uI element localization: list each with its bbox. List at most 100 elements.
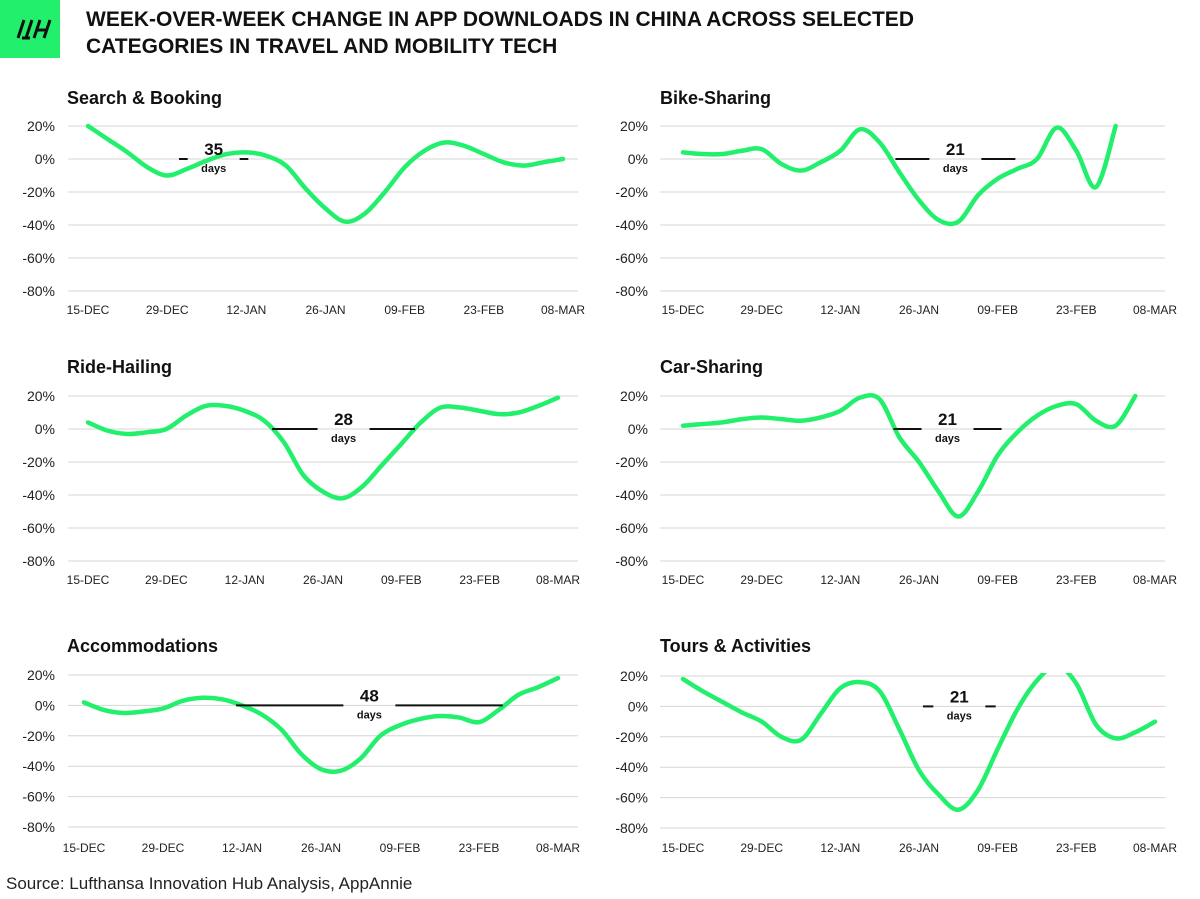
x-tick-label: 26-JAN <box>899 841 939 855</box>
x-tick-label: 12-JAN <box>820 841 860 855</box>
y-tick-label: -40% <box>615 487 648 503</box>
annotation-unit: days <box>947 710 972 722</box>
annotation-unit: days <box>357 709 382 721</box>
x-tick-label: 09-FEB <box>381 573 422 587</box>
x-tick-label: 09-FEB <box>384 303 425 317</box>
x-tick-label: 08-MAR <box>536 841 580 855</box>
x-tick-label: 15-DEC <box>662 573 705 587</box>
logo-mark <box>16 19 52 40</box>
y-tick-label: -80% <box>22 553 55 569</box>
annotation-unit: days <box>935 433 960 445</box>
y-tick-label: -20% <box>22 454 55 470</box>
x-tick-label: 23-FEB <box>459 573 500 587</box>
y-tick-label: -20% <box>615 729 648 745</box>
y-tick-label: 20% <box>27 667 55 683</box>
y-tick-label: -80% <box>22 819 55 835</box>
panel-title: Search & Booking <box>67 88 222 108</box>
y-tick-label: 0% <box>35 697 55 713</box>
x-tick-label: 26-JAN <box>899 303 939 317</box>
x-tick-label: 29-DEC <box>146 303 189 317</box>
x-tick-label: 26-JAN <box>301 841 341 855</box>
page-title: WEEK-OVER-WEEK CHANGE IN APP DOWNLOADS I… <box>86 8 914 58</box>
y-tick-label: -40% <box>22 758 55 774</box>
x-tick-label: 23-FEB <box>1056 303 1097 317</box>
y-tick-label: -40% <box>615 759 648 775</box>
y-tick-label: -80% <box>615 820 648 836</box>
panel-title: Car-Sharing <box>660 357 763 377</box>
x-tick-label: 23-FEB <box>459 841 500 855</box>
x-tick-label: 08-MAR <box>1133 573 1177 587</box>
x-tick-label: 08-MAR <box>1133 303 1177 317</box>
annotation-value: 21 <box>938 410 957 429</box>
y-tick-label: -80% <box>615 283 648 299</box>
y-tick-label: -60% <box>615 790 648 806</box>
x-tick-label: 09-FEB <box>380 841 421 855</box>
x-tick-label: 09-FEB <box>977 573 1018 587</box>
x-tick-label: 15-DEC <box>67 303 110 317</box>
y-tick-label: 0% <box>628 151 648 167</box>
x-tick-label: 23-FEB <box>463 303 504 317</box>
y-tick-label: 20% <box>27 118 55 134</box>
x-tick-label: 29-DEC <box>145 573 188 587</box>
x-tick-label: 08-MAR <box>1133 841 1177 855</box>
annotation-value: 21 <box>946 140 965 159</box>
panel-title: Bike-Sharing <box>660 88 771 108</box>
data-line <box>81 675 561 775</box>
annotation-value: 35 <box>204 140 223 159</box>
x-tick-label: 29-DEC <box>740 303 783 317</box>
y-tick-label: -80% <box>615 553 648 569</box>
x-tick-label: 12-JAN <box>820 573 860 587</box>
data-line <box>85 395 561 501</box>
x-tick-label: 08-MAR <box>536 573 580 587</box>
x-tick-label: 23-FEB <box>1056 841 1097 855</box>
data-line <box>85 123 566 225</box>
panel-title: Accommodations <box>67 636 218 656</box>
y-tick-label: 20% <box>620 118 648 134</box>
y-tick-label: -40% <box>22 487 55 503</box>
panel-title: Ride-Hailing <box>67 357 172 377</box>
x-tick-label: 15-DEC <box>63 841 106 855</box>
x-tick-label: 12-JAN <box>226 303 266 317</box>
x-tick-label: 12-JAN <box>820 303 860 317</box>
x-tick-label: 23-FEB <box>1056 573 1097 587</box>
y-tick-label: -60% <box>22 250 55 266</box>
data-line <box>680 123 1118 227</box>
y-tick-label: 0% <box>628 698 648 714</box>
source-note: Source: Lufthansa Innovation Hub Analysi… <box>6 874 413 893</box>
x-tick-label: 15-DEC <box>662 841 705 855</box>
x-tick-label: 15-DEC <box>662 303 705 317</box>
annotation-value: 48 <box>360 686 379 705</box>
x-tick-label: 29-DEC <box>740 841 783 855</box>
data-line <box>680 393 1138 519</box>
y-tick-label: -60% <box>22 520 55 536</box>
x-tick-label: 26-JAN <box>305 303 345 317</box>
y-tick-label: 0% <box>35 151 55 167</box>
y-tick-label: -20% <box>615 454 648 470</box>
x-tick-label: 08-MAR <box>541 303 585 317</box>
y-tick-label: -20% <box>22 728 55 744</box>
x-tick-label: 09-FEB <box>977 841 1018 855</box>
y-tick-label: 20% <box>27 388 55 404</box>
annotation-value: 28 <box>334 410 353 429</box>
y-tick-label: -60% <box>615 250 648 266</box>
y-tick-label: 20% <box>620 388 648 404</box>
y-tick-label: -20% <box>615 184 648 200</box>
y-tick-label: 20% <box>620 668 648 684</box>
data-line <box>680 673 1158 813</box>
y-tick-label: -40% <box>615 217 648 233</box>
y-tick-label: -80% <box>22 283 55 299</box>
x-tick-label: 29-DEC <box>740 573 783 587</box>
annotation-unit: days <box>943 163 968 175</box>
y-tick-label: 0% <box>628 421 648 437</box>
annotation-unit: days <box>331 433 356 445</box>
annotation-value: 21 <box>950 687 969 706</box>
x-tick-label: 09-FEB <box>977 303 1018 317</box>
y-tick-label: -20% <box>22 184 55 200</box>
x-tick-label: 12-JAN <box>222 841 262 855</box>
x-tick-label: 26-JAN <box>303 573 343 587</box>
panel-title: Tours & Activities <box>660 636 811 656</box>
y-tick-label: -60% <box>615 520 648 536</box>
x-tick-label: 29-DEC <box>142 841 185 855</box>
y-tick-label: 0% <box>35 421 55 437</box>
